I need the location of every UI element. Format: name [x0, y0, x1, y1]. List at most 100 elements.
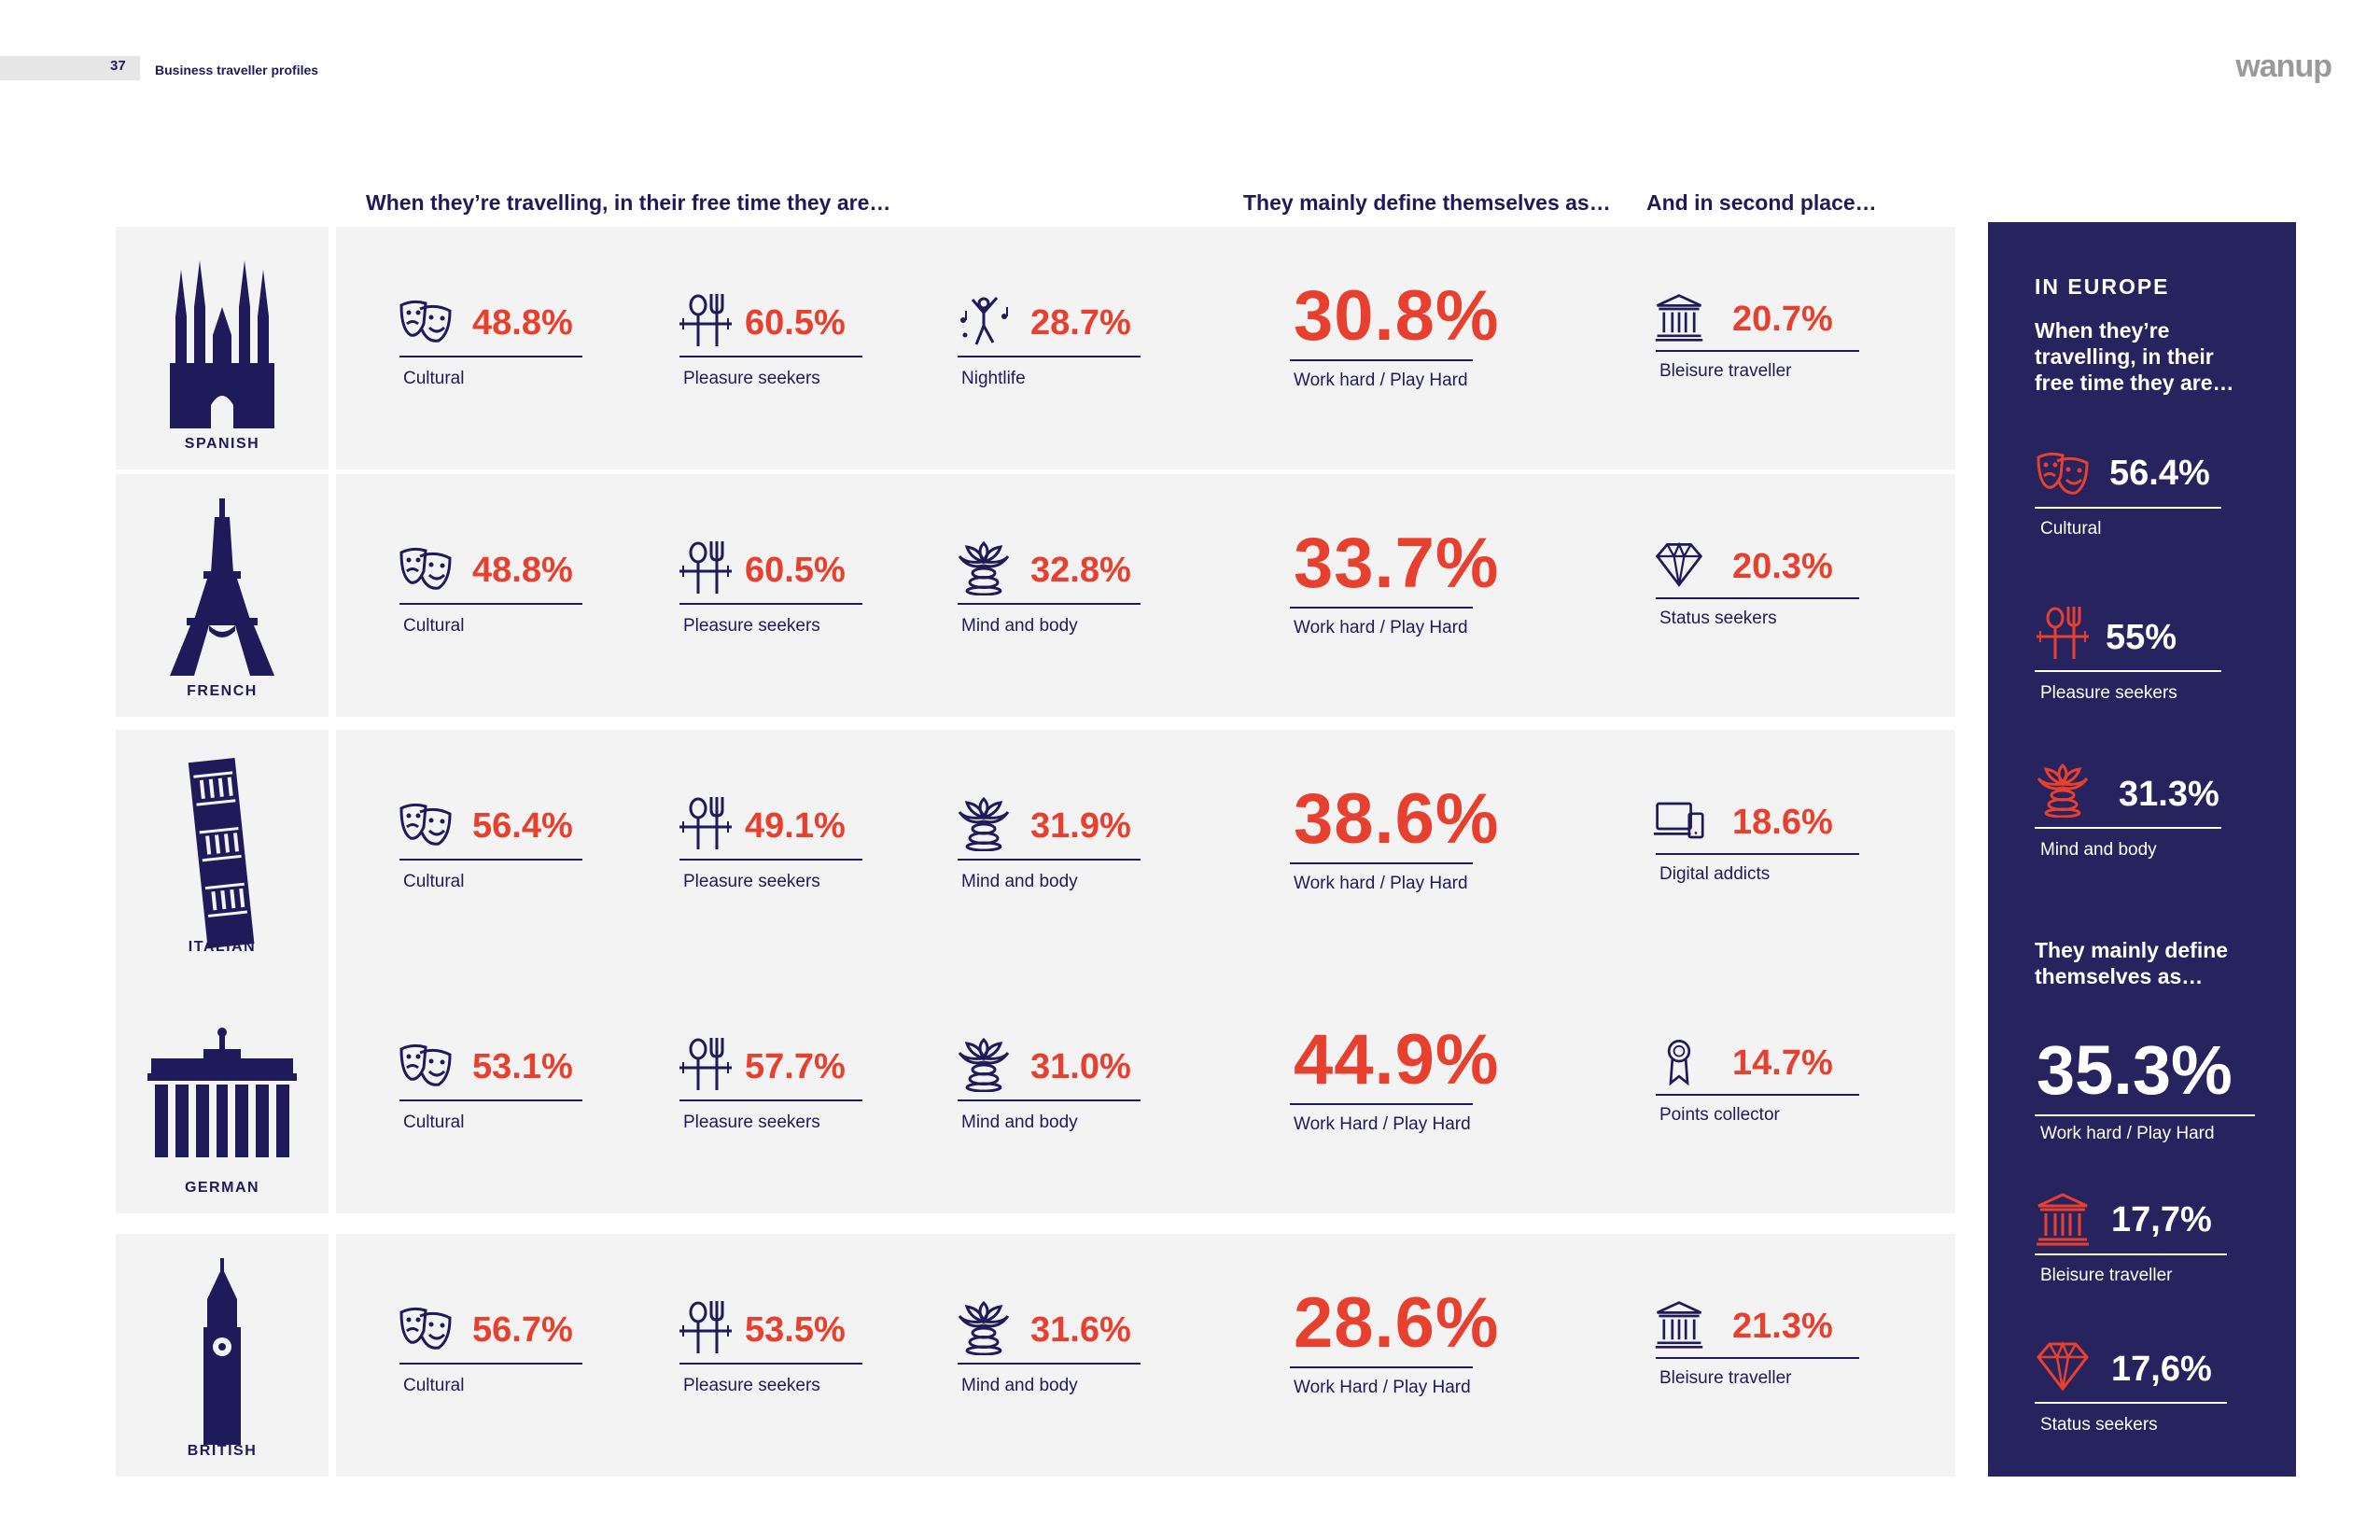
- second-place-cell: 21.3% Bleisure traveller: [1654, 1299, 1859, 1411]
- stat-label: Nightlife: [961, 369, 1026, 388]
- brandenburg-gate-icon: [147, 1027, 297, 1162]
- theatre-masks-icon: [398, 795, 454, 851]
- theatre-masks-icon: [398, 1299, 454, 1355]
- europe-define-title: They mainly define themselves as…: [2035, 938, 2229, 988]
- stat-value: 31.9%: [1030, 806, 1131, 846]
- lotus-stones-icon: [956, 539, 1012, 595]
- heading-free-time: When they’re travelling, in their free t…: [366, 190, 891, 215]
- museum-icon: [1654, 1299, 1704, 1350]
- theatre-masks-icon: [2035, 444, 2091, 500]
- stat-cell: 31.6% Mind and body: [956, 1299, 1141, 1411]
- second-value: 14.7%: [1732, 1043, 1833, 1083]
- main-profile-label: Work Hard / Play Hard: [1294, 1114, 1471, 1134]
- second-value: 20.7%: [1732, 300, 1833, 339]
- europe-item-value: 56.4%: [2109, 454, 2210, 493]
- header-bar: [0, 56, 140, 80]
- stat-value: 48.8%: [472, 303, 573, 343]
- stat-label: Pleasure seekers: [683, 369, 820, 388]
- stat-cell: 48.8% Cultural: [398, 539, 582, 651]
- stat-cell: 32.8% Mind and body: [956, 539, 1141, 651]
- stat-label: Cultural: [403, 1376, 465, 1395]
- divider: [399, 1363, 582, 1365]
- divider: [1656, 1357, 1859, 1359]
- divider: [2035, 670, 2221, 672]
- divider: [1290, 1366, 1473, 1368]
- main-profile-label: Work hard / Play Hard: [1294, 874, 1468, 893]
- stat-value: 49.1%: [745, 806, 846, 846]
- leaning-tower-icon: [166, 754, 278, 955]
- theatre-masks-icon: [398, 1036, 454, 1092]
- divider: [1290, 1103, 1473, 1105]
- second-label: Points collector: [1659, 1105, 1780, 1125]
- europe-other-label: Bleisure traveller: [2040, 1266, 2173, 1285]
- divider: [958, 603, 1141, 605]
- wanup-logo: wanup: [2235, 49, 2332, 84]
- divider: [399, 603, 582, 605]
- dancer-icon: [956, 292, 1012, 348]
- divider: [679, 1363, 862, 1365]
- stat-label: Cultural: [403, 616, 465, 636]
- lotus-stones-icon: [956, 795, 1012, 851]
- heading-define: They mainly define themselves as…: [1243, 190, 1611, 215]
- stats-row: 53.1% Cultural 57.7% Pleasure seekers 31.0% M…: [336, 971, 1955, 1213]
- europe-item-value: 55%: [2106, 618, 2177, 657]
- stat-cell: 60.5% Pleasure seekers: [678, 292, 862, 404]
- stat-value: 31.0%: [1030, 1047, 1131, 1086]
- country-cell: GERMAN: [116, 971, 329, 1213]
- second-value: 21.3%: [1732, 1307, 1833, 1346]
- big-ben-icon: [166, 1258, 278, 1449]
- eiffel-tower-icon: [166, 498, 278, 680]
- museum-icon: [2035, 1191, 2091, 1247]
- country-label: FRENCH: [187, 683, 258, 699]
- stat-label: Pleasure seekers: [683, 616, 820, 636]
- main-profile-value: 38.6%: [1294, 779, 1500, 859]
- stat-cell: 56.4% Cultural: [398, 795, 582, 907]
- second-place-cell: 18.6% Digital addicts: [1654, 795, 1859, 907]
- lotus-stones-icon: [956, 1036, 1012, 1092]
- lotus-stones-icon: [956, 1299, 1012, 1355]
- stat-label: Pleasure seekers: [683, 872, 820, 891]
- divider: [2035, 827, 2221, 829]
- cutlery-icon: [678, 539, 734, 595]
- europe-subtitle: When they’re travelling, in their free t…: [2035, 318, 2234, 395]
- divider: [399, 356, 582, 357]
- stats-row: 56.4% Cultural 49.1% Pleasure seekers 31.9% M…: [336, 730, 1955, 973]
- divider: [1656, 597, 1859, 599]
- second-place-cell: 14.7% Points collector: [1654, 1036, 1859, 1148]
- stat-cell: 48.8% Cultural: [398, 292, 582, 404]
- museum-icon: [1654, 292, 1704, 343]
- country-label: GERMAN: [184, 1180, 260, 1196]
- europe-panel: IN EUROPE When they’re travelling, in th…: [1988, 222, 2296, 1477]
- divider: [679, 603, 862, 605]
- divider: [2035, 507, 2221, 509]
- second-place-cell: 20.3% Status seekers: [1654, 539, 1859, 651]
- europe-item-label: Cultural: [2040, 519, 2102, 539]
- europe-item-value: 31.3%: [2119, 775, 2219, 814]
- stat-value: 48.8%: [472, 551, 573, 590]
- stat-cell: 28.7% Nightlife: [956, 292, 1141, 404]
- stat-value: 28.7%: [1030, 303, 1131, 343]
- country-cell: FRENCH: [116, 474, 329, 717]
- heading-second-place: And in second place…: [1646, 190, 1877, 215]
- cutlery-icon: [678, 1299, 734, 1355]
- stat-label: Cultural: [403, 369, 465, 388]
- section-title: Business traveller profiles: [155, 63, 319, 77]
- stat-cell: 31.9% Mind and body: [956, 795, 1141, 907]
- divider: [2035, 1114, 2255, 1116]
- divider: [679, 356, 862, 357]
- second-label: Bleisure traveller: [1659, 361, 1792, 381]
- divider: [679, 859, 862, 861]
- stat-value: 53.1%: [472, 1047, 573, 1086]
- divider: [399, 1099, 582, 1101]
- theatre-masks-icon: [398, 292, 454, 348]
- stats-row: 48.8% Cultural 60.5% Pleasure seekers 28.7% N…: [336, 227, 1955, 469]
- europe-item-pleasure: 55% Pleasure seekers: [2035, 605, 2221, 707]
- second-value: 18.6%: [1732, 803, 1833, 842]
- country-cell: SPANISH: [116, 227, 329, 469]
- europe-main-label: Work hard / Play Hard: [2040, 1124, 2215, 1143]
- cutlery-icon: [678, 795, 734, 851]
- stat-value: 56.7%: [472, 1310, 573, 1350]
- stats-row: 48.8% Cultural 60.5% Pleasure seekers 32.8% M…: [336, 474, 1955, 717]
- stat-label: Mind and body: [961, 1376, 1078, 1395]
- stats-row: 56.7% Cultural 53.5% Pleasure seekers 31.6% M…: [336, 1234, 1955, 1477]
